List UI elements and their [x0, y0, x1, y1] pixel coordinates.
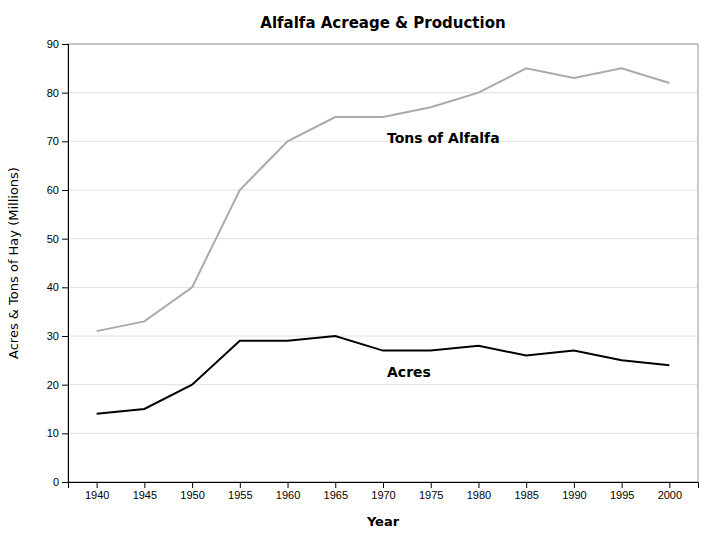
x-axis-title: Year	[366, 514, 400, 529]
grid-line	[68, 238, 698, 239]
x-tick: 2000	[658, 482, 682, 501]
tick-mark	[574, 482, 575, 488]
tick-mark	[431, 482, 432, 488]
tick-label: 10	[47, 427, 59, 439]
tick-label: 0	[53, 476, 59, 488]
tick-label: 1970	[371, 489, 395, 501]
tick-label: 1960	[276, 489, 300, 501]
x-tick: 1995	[610, 482, 634, 501]
x-axis: 1940 1945 1950 1955 1960 1965 1970 1975 1980 1985…	[69, 482, 699, 501]
tick-mark	[62, 336, 68, 337]
tick-mark	[62, 433, 68, 434]
tick-label: 1980	[467, 489, 491, 501]
tick-mark	[240, 482, 241, 488]
tick-mark	[62, 141, 68, 142]
tick-mark	[669, 482, 670, 488]
x-tick: 1965	[324, 482, 348, 501]
tick-mark	[62, 239, 68, 240]
grid-line	[68, 141, 698, 142]
plot-area	[97, 68, 670, 414]
axis-line	[62, 45, 69, 483]
plot-frame	[68, 44, 698, 482]
x-tick: 1985	[514, 482, 538, 501]
x-tick: 1990	[562, 482, 586, 501]
tick-mark	[62, 190, 68, 191]
x-tick: 1945	[133, 482, 157, 501]
y-tick: 30	[47, 330, 68, 342]
x-tick: 1960	[276, 482, 300, 501]
tick-mark	[526, 482, 527, 488]
y-tick: 40	[47, 281, 68, 293]
y-tick: 10	[47, 427, 68, 439]
series-line	[97, 68, 670, 331]
tick-label: 50	[47, 233, 59, 245]
tick-mark	[622, 482, 623, 488]
tick-label: 60	[47, 184, 59, 196]
grid-line	[68, 92, 698, 93]
tick-mark	[62, 44, 68, 45]
tick-label: 1945	[133, 489, 157, 501]
tick-label: 2000	[658, 489, 682, 501]
tick-mark	[62, 385, 68, 386]
tick-mark	[288, 482, 289, 488]
tick-label: 70	[47, 135, 59, 147]
x-tick: 1970	[371, 482, 395, 501]
tick-label: 1975	[419, 489, 443, 501]
tick-mark	[62, 482, 68, 483]
tick-label: 90	[47, 38, 59, 50]
grid-line	[68, 433, 698, 434]
tick-label: 1985	[514, 489, 538, 501]
tick-label: 40	[47, 281, 59, 293]
tick-mark	[62, 93, 68, 94]
x-tick: 1980	[467, 482, 491, 501]
series-label: Tons of Alfalfa	[387, 130, 500, 146]
tick-mark	[192, 482, 193, 488]
grid-line	[68, 384, 698, 385]
tick-mark	[478, 482, 479, 488]
x-tick: 1955	[228, 482, 252, 501]
chart: 1940 1945 1950 1955 1960 1965 1970 1975 1980 1985…	[0, 0, 720, 540]
tick-label: 1955	[228, 489, 252, 501]
x-tick: 1940	[85, 482, 109, 501]
tick-mark	[62, 287, 68, 288]
y-axis: 0 10 20 30 40 50 60 70 80 90	[47, 38, 69, 488]
tick-mark	[97, 482, 98, 488]
y-tick: 50	[47, 233, 68, 245]
title: Alfalfa Acreage & Production	[260, 14, 505, 32]
series-label: Acres	[387, 364, 431, 380]
grid-line	[68, 190, 698, 191]
tick-label: 20	[47, 379, 59, 391]
tick-label: 80	[47, 87, 59, 99]
grid-line	[68, 287, 698, 288]
y-axis-title: Acres & Tons of Hay (Millions)	[6, 167, 21, 359]
x-tick: 1950	[180, 482, 204, 501]
y-tick: 90	[47, 38, 68, 50]
grid	[68, 44, 698, 482]
axis-line	[69, 483, 699, 489]
tick-label: 30	[47, 330, 59, 342]
grid-line	[68, 336, 698, 337]
y-tick: 0	[53, 476, 68, 488]
tick-label: 1990	[562, 489, 586, 501]
tick-label: 1965	[324, 489, 348, 501]
tick-mark	[383, 482, 384, 488]
y-tick: 20	[47, 379, 68, 391]
tick-label: 1940	[85, 489, 109, 501]
y-tick: 80	[47, 87, 68, 99]
x-tick: 1975	[419, 482, 443, 501]
tick-label: 1995	[610, 489, 634, 501]
series-labels: Tons of Alfalfa Acres	[387, 130, 500, 380]
tick-label: 1950	[180, 489, 204, 501]
series-line	[97, 336, 670, 414]
tick-mark	[335, 482, 336, 488]
y-tick: 60	[47, 184, 68, 196]
tick-mark	[144, 482, 145, 488]
y-tick: 70	[47, 135, 68, 147]
